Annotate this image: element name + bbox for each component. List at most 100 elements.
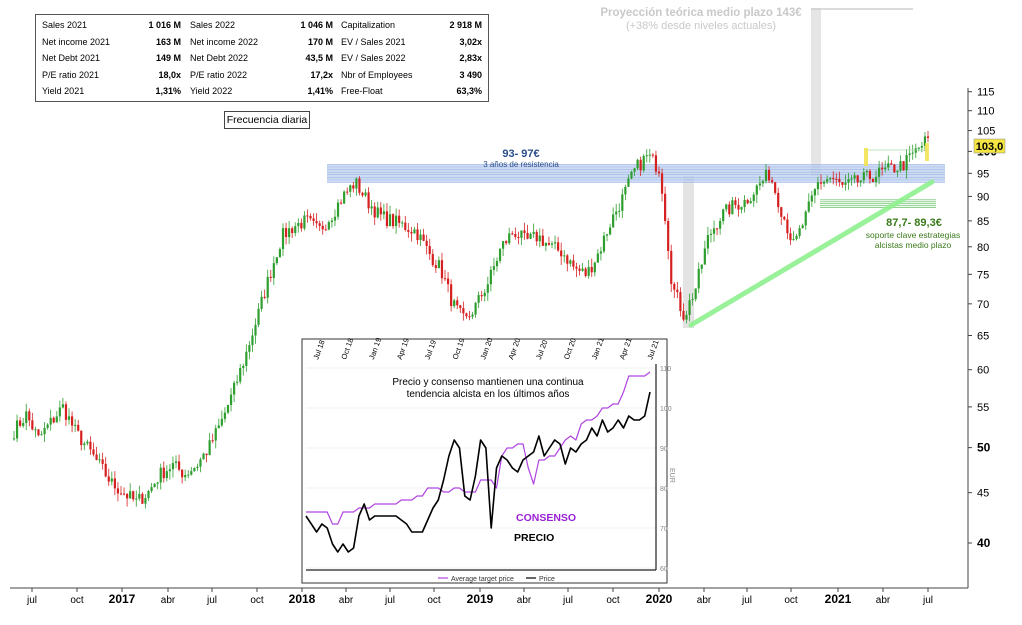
candle-body [474, 302, 477, 315]
candle-body [780, 207, 783, 217]
candle-body [388, 214, 392, 227]
candle-body [263, 296, 266, 298]
stat-label: Net income 2022 [190, 36, 259, 47]
candle-body [826, 179, 829, 182]
candle-body [734, 200, 737, 205]
candle-body [239, 367, 242, 382]
candle-body [862, 172, 865, 181]
candle-body [795, 235, 798, 240]
candle-body [110, 478, 113, 482]
candle-body [786, 219, 789, 234]
candle-body [229, 394, 233, 406]
candle-body [648, 154, 651, 156]
candle-body [416, 229, 419, 241]
candle-body [208, 440, 211, 456]
candle-body [46, 424, 49, 428]
stat-value: 17,2x [310, 69, 333, 80]
stat-value: 170 M [307, 36, 333, 47]
candle-body [202, 453, 205, 460]
candle-body [19, 420, 22, 426]
x-tick-label: abr [876, 595, 891, 606]
inset-y-tick-label: 100 [660, 406, 672, 413]
y-tick-label: 105 [977, 126, 995, 138]
x-tick-label: abr [697, 595, 712, 606]
candle-body [822, 181, 826, 184]
candle-body [401, 222, 404, 224]
candle-body [138, 493, 141, 499]
stat-label: Sales 2022 [190, 20, 236, 30]
candle-body [294, 226, 297, 234]
candle-body [489, 269, 492, 285]
candle-body [914, 148, 917, 153]
candle-body [107, 476, 110, 482]
candle-body [798, 228, 801, 236]
candle-body [740, 207, 743, 210]
candle-body [612, 214, 615, 228]
candle-body [899, 161, 902, 171]
candle-body [584, 268, 587, 276]
stat-value: 1,41% [307, 86, 333, 96]
last-price-value: 103,0 [976, 141, 1004, 153]
candle-body [667, 221, 670, 251]
candle-body [431, 254, 434, 266]
candle-body [731, 200, 734, 215]
candle-body [126, 494, 129, 499]
candle-body [61, 404, 65, 408]
candle-body [654, 155, 658, 172]
x-tick-label: jul [922, 595, 933, 606]
y-tick-label: 95 [977, 168, 989, 180]
candle-body [437, 260, 441, 269]
candle-body [248, 345, 251, 352]
candle-body [171, 463, 175, 470]
candle-body [300, 222, 303, 229]
candle-body [443, 278, 447, 280]
candle-body [425, 240, 428, 247]
candle-body [602, 235, 606, 252]
candle-body [343, 191, 346, 204]
candle-body [642, 156, 645, 171]
candle-body [752, 194, 755, 202]
candle-body [150, 487, 153, 492]
candle-body [596, 253, 599, 263]
candle-body [877, 167, 881, 177]
candle-body [722, 209, 725, 222]
y-tick-label: 60 [977, 365, 989, 377]
last-price-tag [973, 138, 1006, 154]
candle-body [884, 167, 887, 170]
stat-label: Free-Float [341, 86, 383, 96]
stat-label: Nbr of Employees [341, 69, 413, 80]
support-sublabel-1: soporte clave estrategias [866, 230, 961, 240]
candle-body [404, 222, 407, 230]
stat-value: 43,5 M [305, 53, 333, 63]
candle-body [871, 178, 875, 183]
candle-body [278, 249, 282, 258]
candle-body [89, 441, 92, 450]
candle-body [468, 316, 471, 318]
candle-body [896, 170, 899, 173]
candle-body [135, 498, 138, 500]
x-tick-label: jul [562, 595, 573, 606]
y-tick-label: 40 [977, 536, 991, 550]
highlight-candle [925, 143, 929, 161]
x-tick-label: oct [606, 595, 620, 606]
candle-body [819, 182, 823, 184]
stat-label: P/E ratio 2022 [190, 69, 248, 80]
candle-body [376, 207, 379, 218]
candle-body [477, 295, 480, 303]
candle-body [841, 182, 844, 185]
inset-y-tick-label: 80 [660, 486, 668, 493]
candle-body [639, 159, 642, 171]
x-tick-label: oct [70, 595, 84, 606]
candle-body [101, 459, 104, 464]
candle-body [908, 153, 911, 156]
candle-body [651, 154, 654, 156]
candle-body [407, 229, 410, 232]
projection-title: Proyección teórica medio plazo 143€ [600, 7, 802, 19]
candle-body [116, 488, 120, 494]
candle-body [911, 152, 914, 154]
candle-body [122, 493, 126, 495]
y-tick-label: 110 [977, 106, 995, 118]
candle-body [226, 405, 230, 413]
price-label: PRECIO [514, 532, 554, 544]
x-tick-label: jul [384, 595, 395, 606]
